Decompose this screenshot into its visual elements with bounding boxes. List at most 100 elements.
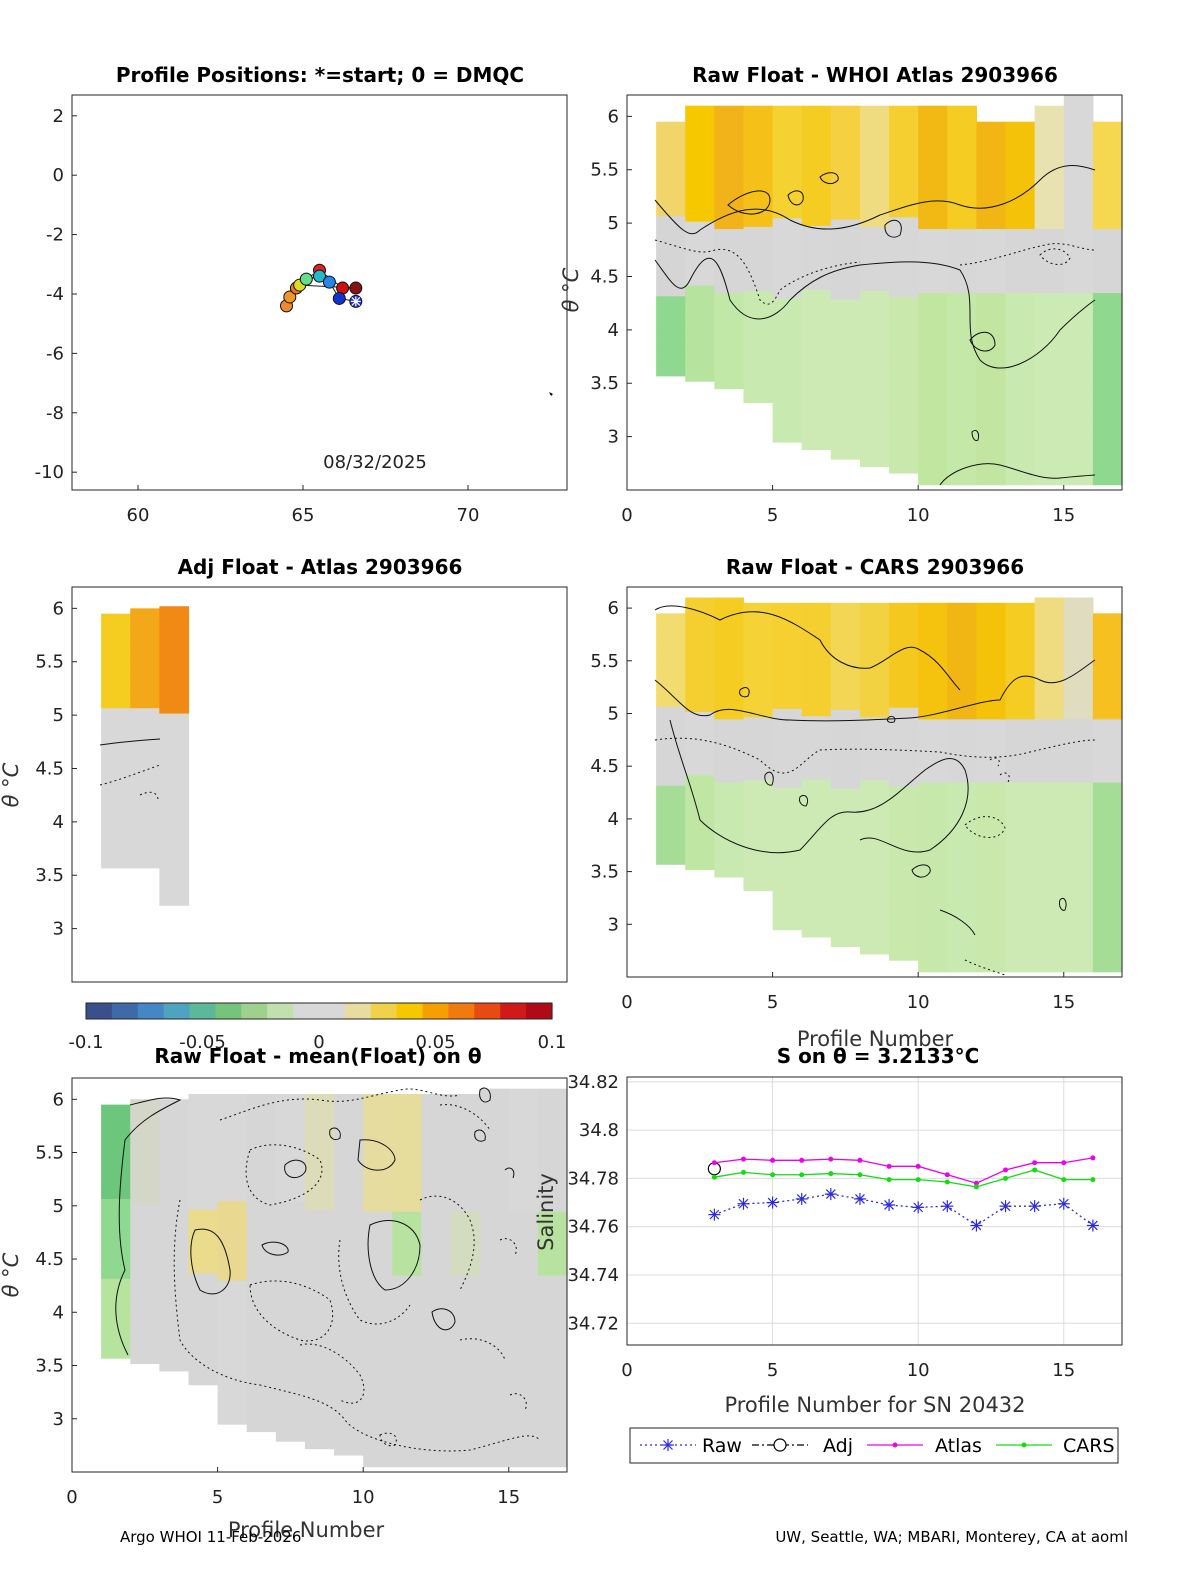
heatmap-cell: [304, 1256, 335, 1274]
heatmap-cell: [801, 602, 832, 606]
heatmap-cell: [450, 1322, 481, 1340]
heatmap-cell: [275, 1409, 306, 1426]
heatmap-cell: [450, 1179, 481, 1196]
heatmap-cell: [889, 770, 919, 787]
heatmap-cell: [159, 664, 190, 682]
heatmap-cell: [772, 121, 803, 139]
heatmap-cell: [392, 1322, 423, 1340]
heatmap-cell: [130, 755, 160, 773]
heatmap-cell: [159, 648, 190, 666]
legend-marker: [662, 1439, 674, 1451]
heatmap-cell: [918, 308, 948, 326]
heatmap-cell: [947, 687, 978, 704]
heatmap-cell: [918, 782, 948, 799]
heatmap-cell: [918, 655, 948, 672]
raw-mean-xticks: 0 5 10 15: [66, 1467, 520, 1508]
heatmap-cell: [772, 771, 803, 788]
colorbar-ticks: -0.1 -0.05 0 0.05 0.1: [68, 1032, 566, 1053]
heatmap-cell: [976, 639, 1007, 657]
heatmap-cell: [159, 761, 190, 778]
heatmap-cell: [217, 1408, 248, 1425]
heatmap-column: [334, 1093, 364, 1456]
heatmap-cell: [947, 260, 978, 278]
heatmap-cell: [508, 1322, 539, 1340]
heatmap-cell: [508, 1099, 539, 1116]
colorbar-swatch: [215, 1003, 242, 1019]
salinity-grid: [626, 1077, 1122, 1345]
heatmap-cell: [101, 1150, 131, 1167]
heatmap-column: [188, 1093, 219, 1386]
heatmap-cell: [421, 1179, 452, 1196]
heatmap-cell: [947, 734, 978, 751]
heatmap-cell: [159, 745, 190, 762]
heatmap-cell: [947, 766, 978, 783]
heatmap-cell: [889, 248, 919, 266]
data-point: [799, 1172, 805, 1178]
heatmap-cell: [743, 827, 774, 844]
heatmap-cell: [859, 906, 890, 923]
heatmap-cell: [976, 602, 1007, 609]
heatmap-cell: [1005, 276, 1036, 294]
heatmap-cell: [947, 782, 978, 799]
heatmap-cell: [714, 671, 745, 688]
data-point: [857, 1172, 863, 1178]
data-point: [941, 1200, 954, 1213]
heatmap-cell: [101, 819, 131, 837]
heatmap-cell: [859, 386, 890, 404]
heatmap-cell: [508, 1386, 539, 1404]
heatmap-cell: [334, 1151, 364, 1169]
heatmap-cell: [685, 105, 715, 110]
heatmap-cell: [1092, 436, 1123, 454]
heatmap-cell: [918, 608, 948, 625]
heatmap-cell: [130, 1155, 160, 1173]
heatmap-cell: [537, 1179, 568, 1196]
heatmap-cell: [1063, 671, 1094, 688]
heatmap-cell: [830, 250, 861, 268]
heatmap-cell: [743, 226, 774, 243]
heatmap-cell: [1063, 436, 1094, 454]
heatmap-cell: [830, 330, 861, 348]
heatmap-cell: [1005, 196, 1036, 214]
heatmap-cell: [859, 290, 890, 307]
heatmap-cell: [159, 841, 190, 858]
data-point: [766, 1196, 779, 1209]
heatmap-cell: [714, 260, 745, 278]
heatmap-cell: [889, 707, 919, 724]
heatmap-cell: [918, 164, 948, 182]
heatmap-cell: [101, 1198, 131, 1215]
heatmap-cell: [714, 750, 745, 767]
legend-label: Adj: [823, 1435, 853, 1457]
heatmap-cell: [537, 1450, 568, 1468]
heatmap-cell: [1034, 436, 1065, 454]
heatmap-cell: [130, 1187, 160, 1205]
heatmap-cell: [889, 312, 919, 330]
heatmap-cell: [1092, 797, 1123, 815]
heatmap-cell: [246, 1255, 277, 1273]
heatmap-cell: [772, 377, 803, 395]
heatmap-cell: [947, 420, 978, 438]
heatmap-cell: [304, 1304, 335, 1322]
heatmap-cell: [188, 1240, 219, 1258]
heatmap-cell: [392, 1131, 423, 1148]
legend-marker: [1021, 1442, 1027, 1448]
heatmap-cell: [188, 1272, 219, 1290]
heatmap-cell: [1063, 228, 1094, 246]
heatmap-cell: [889, 360, 919, 378]
heatmap-cell: [772, 105, 803, 123]
heatmap-cell: [801, 636, 832, 653]
heatmap-cell: [275, 1393, 306, 1410]
xtick-label: 0: [621, 992, 632, 1013]
heatmap-cell: [830, 427, 861, 444]
heatmap-cell: [159, 825, 190, 842]
legend-label: CARS: [1063, 1435, 1115, 1457]
heatmap-cell: [918, 940, 948, 957]
heatmap-cell: [537, 1275, 568, 1292]
ytick-label: -4: [46, 284, 64, 305]
ytick-label: 4.5: [590, 756, 619, 777]
heatmap-cell: [685, 679, 715, 697]
heatmap-cell: [830, 614, 861, 631]
heatmap-cell: [976, 212, 1007, 230]
heatmap-cell: [859, 338, 890, 356]
ytick-label: 5.5: [590, 651, 619, 672]
heatmap-cell: [801, 305, 832, 322]
